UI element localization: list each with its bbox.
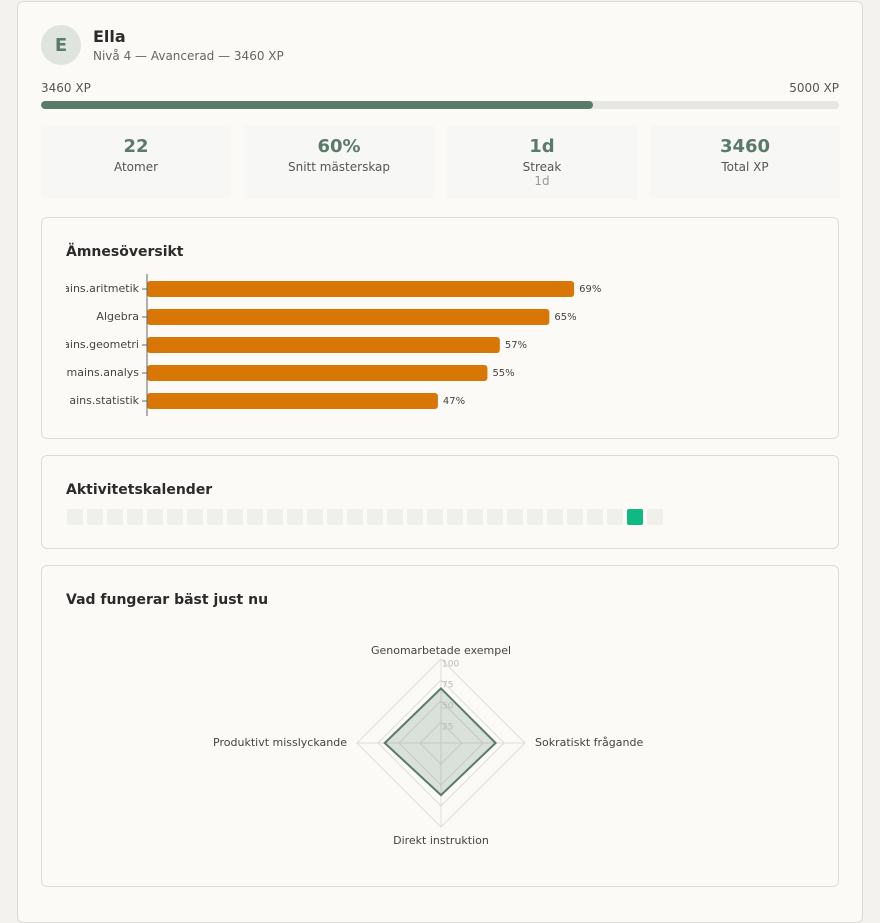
day-cell (247, 509, 263, 525)
subject-card: Ämnesöversikt ains.aritmetik Algebra ains.… (41, 217, 839, 439)
day-cell (347, 509, 363, 525)
calendar-card: Aktivitetskalender (41, 455, 839, 549)
day-cell (407, 509, 423, 525)
day-cell (647, 509, 663, 525)
y-tick-label: mains.analys (67, 366, 140, 379)
category-labels: ains.aritmetik Algebra ains.geometri mains.… (63, 282, 140, 407)
axis-label: Produktivt misslyckande (213, 736, 347, 749)
radar-area (383, 686, 498, 797)
user-level: Nivå 4 — Avancerad — 3460 XP (93, 49, 284, 63)
day-cell (507, 509, 523, 525)
xp-current: 3460 XP (41, 81, 91, 95)
day-cell (187, 509, 203, 525)
day-cell (227, 509, 243, 525)
stat-label: Streak (522, 160, 562, 174)
card-title: Ämnesöversikt (66, 244, 184, 260)
day-cell (587, 509, 603, 525)
day-cell (567, 509, 583, 525)
stat-label: Atomer (113, 160, 159, 174)
day-cell (207, 509, 223, 525)
day-cell (427, 509, 443, 525)
day-cell (547, 509, 563, 525)
card-title: Aktivitetskalender (66, 482, 213, 498)
y-tick-label: ains.aritmetik (63, 282, 139, 295)
day-cell (147, 509, 163, 525)
day-cell (127, 509, 143, 525)
xp-max: 5000 XP (789, 81, 839, 95)
day-cell (287, 509, 303, 525)
bar (147, 365, 488, 381)
day-cell (387, 509, 403, 525)
bar (147, 393, 438, 409)
r-tick-label: 25 (442, 723, 453, 733)
day-cell (167, 509, 183, 525)
value-label: 47% (443, 396, 465, 407)
calendar (67, 509, 663, 525)
stat-sub: 1d (534, 174, 550, 188)
bar (147, 281, 575, 297)
avatar: E (41, 25, 81, 65)
page: E Ella Nivå 4 — Avancerad — 3460 XP 3460… (17, 1, 863, 923)
value-label: 65% (554, 312, 576, 323)
day-cell (467, 509, 483, 525)
r-tick-label: 100 (442, 660, 459, 670)
bar (147, 309, 550, 325)
value-label: 57% (505, 340, 527, 351)
user-name: Ella (93, 27, 126, 46)
stat-box: 3460 Total XP (650, 125, 840, 199)
r-tick-label: 50 (442, 702, 454, 712)
stat-label: Snitt mästerskap (287, 160, 391, 174)
stat-value: 1d (529, 136, 555, 157)
y-tick-label: ains.statistik (69, 394, 139, 407)
radar-card: Vad fungerar bäst just nu 25 50 75 100 Genom… (41, 565, 839, 887)
day-cell (67, 509, 83, 525)
stat-box: 22 Atomer (41, 125, 231, 199)
day-cell (527, 509, 543, 525)
stat-box: 1d Streak 1d (447, 125, 637, 199)
day-cell (107, 509, 123, 525)
day-cell (87, 509, 103, 525)
value-label: 55% (492, 368, 514, 379)
stat-value: 3460 (719, 136, 771, 157)
stat-box: 60% Snitt mästerskap (244, 125, 434, 199)
y-tick-label: Algebra (96, 310, 139, 323)
axis-label: Direkt instruktion (393, 834, 489, 847)
day-cell (327, 509, 343, 525)
bar-chart: ains.aritmetik Algebra ains.geometri mains.… (63, 274, 601, 416)
y-tick-label: ains.geometri (63, 338, 139, 351)
stat-value: 60% (317, 136, 361, 157)
xp-track (41, 101, 839, 109)
day-cell (607, 509, 623, 525)
r-tick-label: 75 (442, 681, 453, 691)
day-cell (367, 509, 383, 525)
stat-label: Total XP (721, 160, 769, 174)
card-title: Vad fungerar bäst just nu (66, 592, 269, 608)
day-cell (487, 509, 503, 525)
value-label: 69% (579, 284, 601, 295)
axis-label: Sokratiskt frågande (535, 736, 643, 749)
radar-chart: 25 50 75 100 Genomarbetade exempel Sokratiskt… (213, 644, 643, 847)
xp-fill (41, 101, 594, 109)
bar (147, 337, 500, 353)
day-cell (307, 509, 323, 525)
axis-label: Genomarbetade exempel (371, 644, 511, 657)
stat-value: 22 (123, 136, 149, 157)
day-cell (627, 509, 643, 525)
day-cell (267, 509, 283, 525)
day-cell (447, 509, 463, 525)
